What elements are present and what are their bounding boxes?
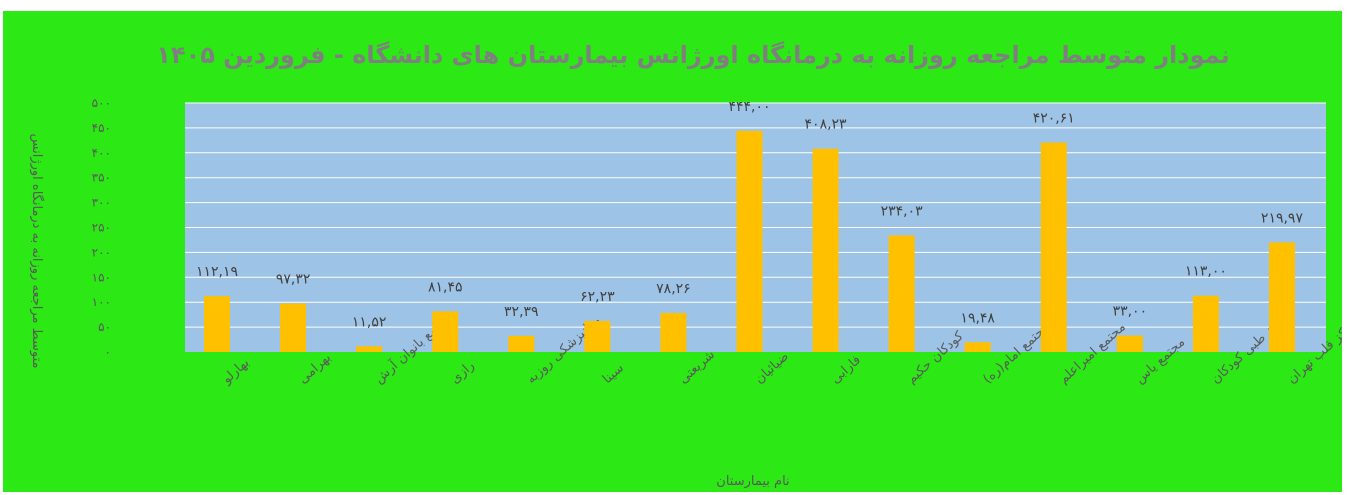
bar [812,148,839,352]
bar [736,130,763,352]
data-label: ۱۱۲,۱۹ [196,264,238,280]
data-label: ۷۸,۲۶ [656,281,691,297]
y-tick-label: ۴۵۰ [92,121,111,135]
bar [508,335,535,352]
y-tick-label: ۵۰ [98,320,111,334]
bar [888,235,915,352]
data-label: ۳۳,۰۰ [1113,304,1148,320]
data-label: ۴۰۸,۲۳ [805,117,848,133]
bar [356,346,383,352]
data-label: ۴۲۰,۶۱ [1033,111,1075,127]
category-label: ضیائیان [752,349,792,387]
category-label: رازی [448,358,478,387]
bar [1192,295,1219,352]
bar [1040,142,1067,352]
category-label: بهرامی [296,350,334,387]
data-label: ۱۱,۵۲ [352,314,387,330]
category-label: سینا [600,361,627,387]
chart-svg: نمودار متوسط مراجعه روزانه به درمانگاه ا… [29,41,1342,489]
chart-title: نمودار متوسط مراجعه روزانه به درمانگاه ا… [156,41,1229,69]
y-tick-label: ۱۵۰ [92,270,111,284]
y-tick-label: ۰ [105,345,111,359]
data-label: ۳۲,۳۹ [504,304,539,320]
data-label: ۱۹,۴۸ [960,310,995,326]
category-label: فارابی [828,353,864,387]
bar [432,311,459,352]
bar [1268,242,1295,352]
bar [584,321,611,352]
category-label: شریعتی [676,347,718,387]
data-label: ۲۱۹,۹۷ [1261,210,1304,226]
y-tick-label: ۱۰۰ [92,295,111,309]
category-label: بهارلو [219,355,252,387]
y-tick-label: ۵۰۰ [92,96,111,110]
data-label: ۶۲,۲۳ [580,289,615,305]
data-label: ۴۴۴,۰۰ [728,99,770,115]
data-label: ۹۷,۳۲ [276,272,311,288]
x-axis-title: نام بیمارستان [716,474,789,489]
data-label: ۲۳۴,۰۳ [881,203,924,219]
bar [660,313,687,352]
chart-frame: نمودار متوسط مراجعه روزانه به درمانگاه ا… [3,11,1342,492]
data-label: ۸۱,۴۵ [428,279,463,295]
data-label: ۱۱۳,۰۰ [1185,264,1227,280]
y-tick-label: ۳۵۰ [92,171,111,185]
bar [964,342,991,352]
y-tick-label: ۲۰۰ [92,245,111,259]
y-tick-label: ۲۵۰ [92,221,111,235]
y-tick-label: ۳۰۰ [92,196,111,210]
y-axis-title: متوسط مراجعه روزانه به درمانگاه اورژانس [29,134,45,369]
bar [1116,335,1143,352]
plot-area: ۰ ۵۰ ۱۰۰ ۱۵۰ ۲۰۰ ۲۵۰ ۳۰۰ ۳۵۰ ۴۰۰ ۴۵۰ ۵۰۰ ۱۱۲,۱۹ بهار… [92,96,1342,388]
bar [204,296,231,352]
bar [280,303,307,352]
y-tick-label: ۴۰۰ [92,146,111,160]
